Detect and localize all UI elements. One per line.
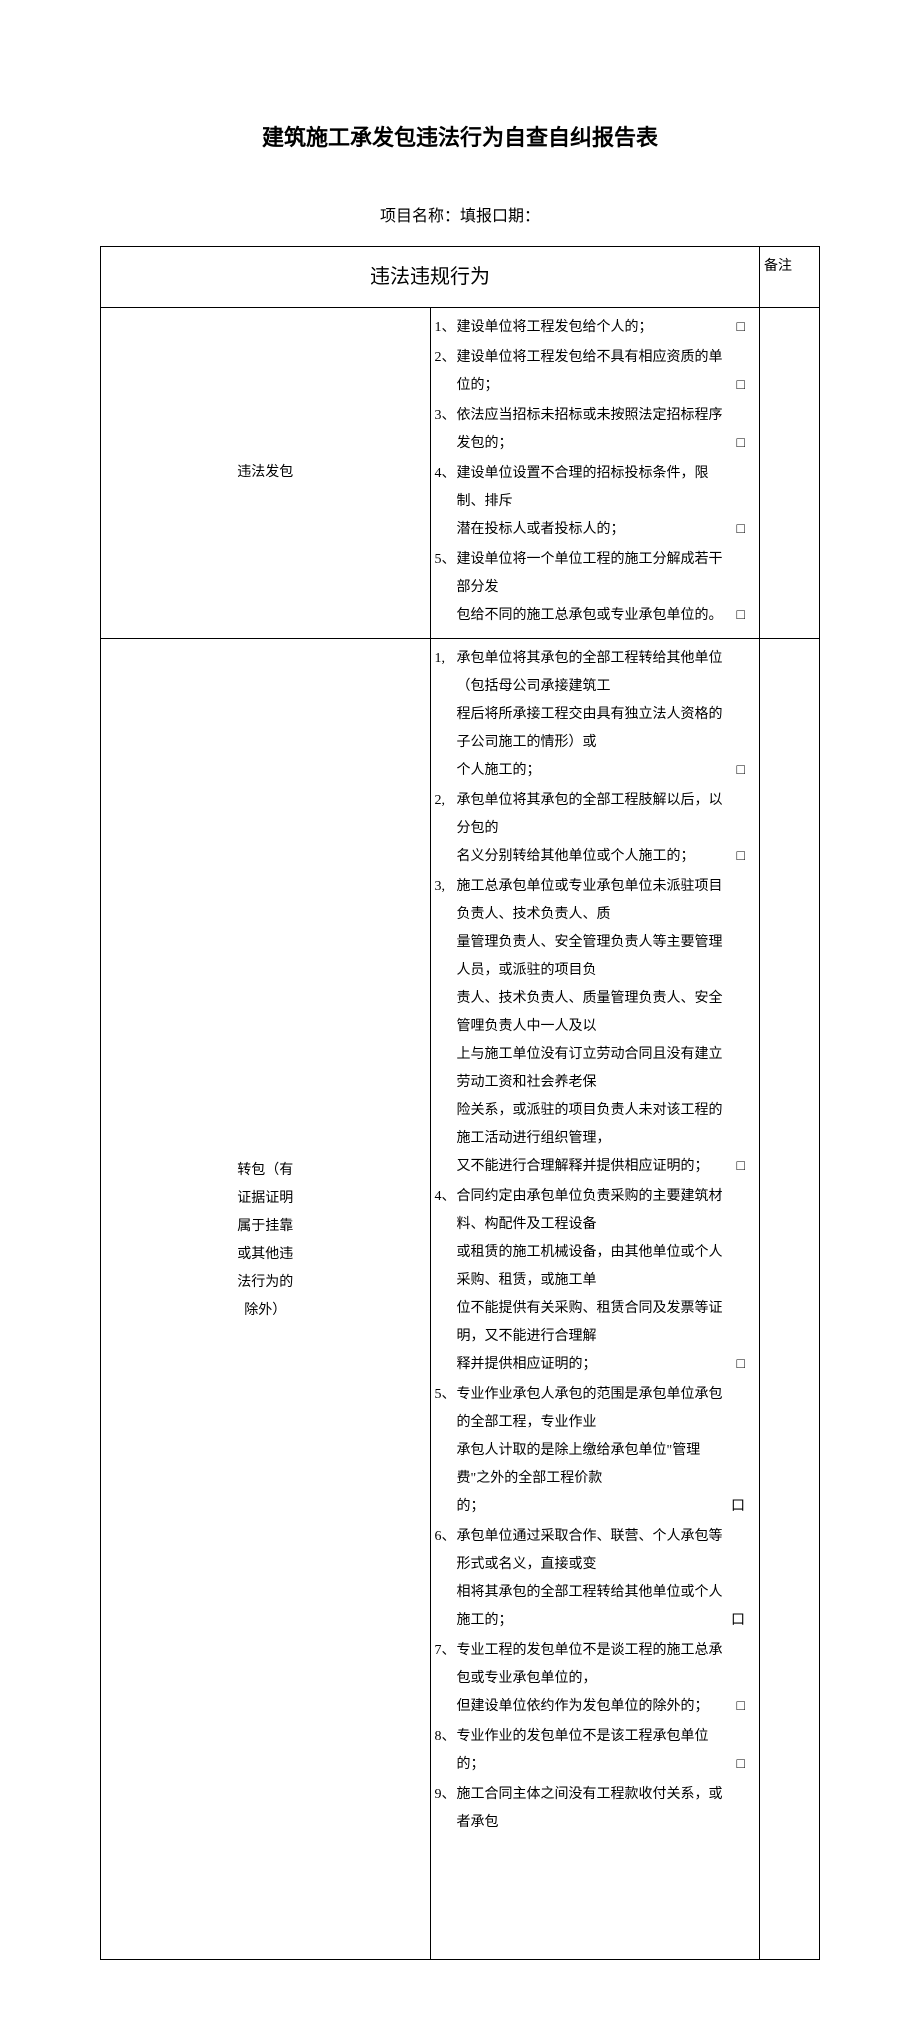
cat-line: 属于挂靠 bbox=[237, 1219, 293, 1234]
item-text: 专业作业承包人承包的范围是承包单位承包的全部工程，专业作业 bbox=[457, 1387, 723, 1430]
checkbox[interactable]: 口 bbox=[731, 1607, 745, 1635]
item-text: 依法应当招标未招标或未按照法定招标程序发包的； bbox=[457, 408, 723, 451]
item-text: 或租赁的施工机械设备，由其他单位或个人采购、租赁，或施工单 bbox=[457, 1245, 723, 1288]
item-text: 建设单位将工程发包给个人的； bbox=[457, 320, 653, 335]
item-text: 专业工程的发包单位不是谈工程的施工总承包或专业承包单位的， bbox=[457, 1643, 723, 1686]
checkbox[interactable]: □ bbox=[737, 516, 745, 544]
item-num: 6、 bbox=[435, 1523, 456, 1551]
cat-line: 转包（有 bbox=[237, 1163, 293, 1178]
item-text: 专业作业的发包单位不是该工程承包单位的； bbox=[457, 1729, 709, 1772]
item-text: 但建设单位依约作为发包单位的除外的； bbox=[457, 1699, 709, 1714]
item-text: 潜在投标人或者投标人的； bbox=[457, 522, 625, 537]
page-title: 建筑施工承发包违法行为自查自纠报告表 bbox=[100, 120, 820, 152]
item-text: 承包人计取的是除上缴给承包单位"管理费"之外的全部工程价款 bbox=[457, 1443, 701, 1486]
item-text: 释并提供相应证明的； bbox=[457, 1357, 597, 1372]
checkbox[interactable]: □ bbox=[737, 1153, 745, 1181]
checkbox[interactable]: □ bbox=[737, 1693, 745, 1721]
item-text: 施工总承包单位或专业承包单位未派驻项目负责人、技术负责人、质 bbox=[457, 879, 723, 922]
item-text: 相将其承包的全部工程转给其他单位或个人施工的； bbox=[457, 1585, 723, 1628]
checkbox[interactable]: □ bbox=[737, 757, 745, 785]
item-text: 责人、技术负责人、质量管理负责人、安全管哩负责人中一人及以 bbox=[457, 991, 723, 1034]
category-1-content: 1、 建设单位将工程发包给个人的； □ 2、 建设单位将工程发包给不具有相应资质… bbox=[430, 308, 760, 639]
checkbox[interactable]: □ bbox=[737, 372, 745, 400]
cat-line: 或其他违 bbox=[237, 1247, 293, 1262]
item-num: 3, bbox=[435, 873, 446, 901]
item-num: 1、 bbox=[435, 314, 456, 342]
item-text: 承包单位将其承包的全部工程转给其他单位（包括母公司承接建筑工 bbox=[457, 651, 723, 694]
item-num: 4、 bbox=[435, 1183, 456, 1211]
item-num: 2、 bbox=[435, 344, 456, 372]
item-text: 建设单位设置不合理的招标投标条件，限制、排斥 bbox=[457, 466, 709, 509]
item-text: 合同约定由承包单位负责采购的主要建筑材料、构配件及工程设备 bbox=[457, 1189, 723, 1232]
item-text: 建设单位将一个单位工程的施工分解成若干部分发 bbox=[457, 552, 723, 595]
item-text: 包给不同的施工总承包或专业承包单位的。 bbox=[457, 608, 723, 623]
remark-cell-1 bbox=[760, 308, 820, 639]
checkbox[interactable]: □ bbox=[737, 843, 745, 871]
category-2: 转包（有 证据证明 属于挂靠 或其他违 法行为的 除外） bbox=[101, 639, 431, 1960]
checkbox[interactable]: 口 bbox=[731, 1493, 745, 1521]
checkbox[interactable]: □ bbox=[737, 430, 745, 458]
header-remark: 备注 bbox=[760, 247, 820, 308]
checkbox[interactable]: □ bbox=[737, 1751, 745, 1779]
item-text: 承包单位将其承包的全部工程肢解以后，以分包的 bbox=[457, 793, 723, 836]
item-num: 7、 bbox=[435, 1637, 456, 1665]
item-text: 险关系，或派驻的项目负责人未对该工程的施工活动进行组织管理， bbox=[457, 1103, 723, 1146]
item-text: 承包单位通过采取合作、联营、个人承包等形式或名义，直接或变 bbox=[457, 1529, 723, 1572]
cat-line: 除外） bbox=[244, 1303, 286, 1318]
item-num: 9、 bbox=[435, 1781, 456, 1809]
cat-line: 证据证明 bbox=[237, 1191, 293, 1206]
header-behavior: 违法违规行为 bbox=[101, 247, 760, 308]
cat-line: 法行为的 bbox=[237, 1275, 293, 1290]
remark-cell-2 bbox=[760, 639, 820, 1960]
item-num: 4、 bbox=[435, 460, 456, 488]
item-num: 5、 bbox=[435, 1381, 456, 1409]
checkbox[interactable]: □ bbox=[737, 602, 745, 630]
item-num: 3、 bbox=[435, 402, 456, 430]
report-table: 违法违规行为 备注 违法发包 1、 建设单位将工程发包给个人的； □ 2、 建设… bbox=[100, 246, 820, 1960]
item-text: 上与施工单位没有订立劳动合同且没有建立劳动工资和社会养老保 bbox=[457, 1047, 723, 1090]
item-text: 建设单位将工程发包给不具有相应资质的单位的； bbox=[457, 350, 723, 393]
item-num: 1, bbox=[435, 645, 446, 673]
item-num: 8、 bbox=[435, 1723, 456, 1751]
category-1: 违法发包 bbox=[101, 308, 431, 639]
item-text: 程后将所承接工程交由具有独立法人资格的子公司施工的情形）或 bbox=[457, 707, 723, 750]
item-text: 施工合同主体之间没有工程款收付关系，或者承包 bbox=[457, 1787, 723, 1830]
category-2-content: 1, 承包单位将其承包的全部工程转给其他单位（包括母公司承接建筑工 程后将所承接… bbox=[430, 639, 760, 1960]
checkbox[interactable]: □ bbox=[737, 314, 745, 342]
item-text: 位不能提供有关采购、租赁合同及发票等证明，又不能进行合理解 bbox=[457, 1301, 723, 1344]
item-text: 个人施工的； bbox=[457, 763, 541, 778]
checkbox[interactable]: □ bbox=[737, 1351, 745, 1379]
item-text: 名义分别转给其他单位或个人施工的； bbox=[457, 849, 695, 864]
item-num: 5、 bbox=[435, 546, 456, 574]
subtitle: 项目名称：填报口期： bbox=[100, 202, 820, 226]
item-num: 2, bbox=[435, 787, 446, 815]
item-text: 又不能进行合理解释并提供相应证明的； bbox=[457, 1159, 709, 1174]
item-text: 的； bbox=[457, 1499, 485, 1514]
item-text: 量管理负责人、安全管理负责人等主要管理人员，或派驻的项目负 bbox=[457, 935, 723, 978]
